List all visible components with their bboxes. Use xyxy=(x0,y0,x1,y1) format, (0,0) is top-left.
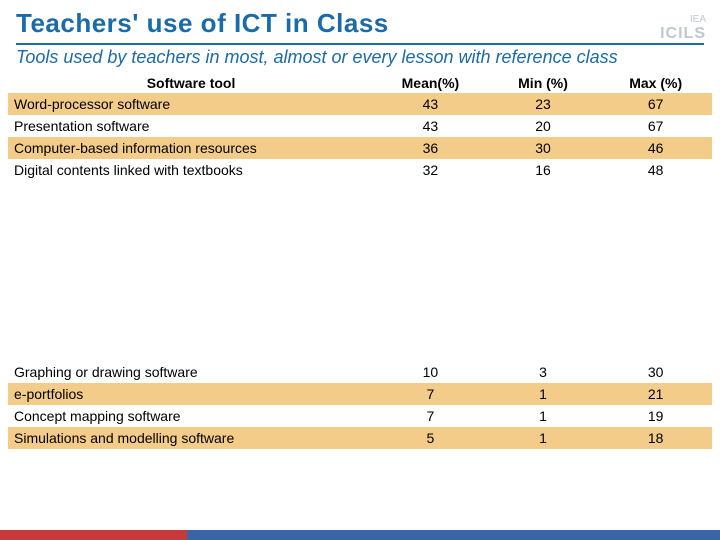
cell-tool: e-portfolios xyxy=(8,383,374,405)
col-mean: Mean(%) xyxy=(374,73,487,93)
cell-min: 1 xyxy=(487,405,600,427)
cell-mean: 7 xyxy=(374,405,487,427)
table-row: Graphing or drawing software10330 xyxy=(8,361,712,383)
cell-max: 67 xyxy=(599,93,712,115)
cell-max: 19 xyxy=(599,405,712,427)
cell-min: 16 xyxy=(487,159,600,181)
footer-blue-segment xyxy=(187,530,720,540)
table-row: Computer-based information resources3630… xyxy=(8,137,712,159)
footer-red-segment xyxy=(0,530,187,540)
cell-mean: 36 xyxy=(374,137,487,159)
cell-tool: Concept mapping software xyxy=(8,405,374,427)
cell-min: 30 xyxy=(487,137,600,159)
table-row: Word-processor software432367 xyxy=(8,93,712,115)
cell-tool: Computer-based information resources xyxy=(8,137,374,159)
cell-max: 46 xyxy=(599,137,712,159)
cell-tool: Digital contents linked with textbooks xyxy=(8,159,374,181)
col-min: Min (%) xyxy=(487,73,600,93)
cell-mean: 43 xyxy=(374,115,487,137)
cell-min: 3 xyxy=(487,361,600,383)
cell-mean: 43 xyxy=(374,93,487,115)
cell-min: 1 xyxy=(487,383,600,405)
logo-big: ICILS xyxy=(660,25,706,43)
cell-max: 67 xyxy=(599,115,712,137)
logo: IEA ICILS xyxy=(660,14,706,43)
cell-max: 48 xyxy=(599,159,712,181)
page-subtitle: Tools used by teachers in most, almost o… xyxy=(0,45,720,73)
table-row: e-portfolios7121 xyxy=(8,383,712,405)
cell-mean: 7 xyxy=(374,383,487,405)
col-max: Max (%) xyxy=(599,73,712,93)
cell-tool: Presentation software xyxy=(8,115,374,137)
cell-tool: Graphing or drawing software xyxy=(8,361,374,383)
table-row: Concept mapping software7119 xyxy=(8,405,712,427)
cell-min: 20 xyxy=(487,115,600,137)
cell-max: 18 xyxy=(599,427,712,449)
cell-mean: 32 xyxy=(374,159,487,181)
col-software-tool: Software tool xyxy=(8,73,374,93)
table-row: Digital contents linked with textbooks32… xyxy=(8,159,712,181)
cell-tool: Word-processor software xyxy=(8,93,374,115)
logo-small: IEA xyxy=(660,14,706,25)
table-row: Simulations and modelling software5118 xyxy=(8,427,712,449)
cell-max: 21 xyxy=(599,383,712,405)
table-header-row: Software tool Mean(%) Min (%) Max (%) xyxy=(8,73,712,93)
cell-max: 30 xyxy=(599,361,712,383)
footer-bar xyxy=(0,530,720,540)
table-row: Presentation software432067 xyxy=(8,115,712,137)
cell-mean: 5 xyxy=(374,427,487,449)
page-title: Teachers' use of ICT in Class xyxy=(0,0,720,39)
cell-min: 23 xyxy=(487,93,600,115)
cell-tool: Simulations and modelling software xyxy=(8,427,374,449)
cell-min: 1 xyxy=(487,427,600,449)
cell-mean: 10 xyxy=(374,361,487,383)
table-gap xyxy=(8,181,712,361)
ict-table: Software tool Mean(%) Min (%) Max (%) Wo… xyxy=(8,73,712,449)
